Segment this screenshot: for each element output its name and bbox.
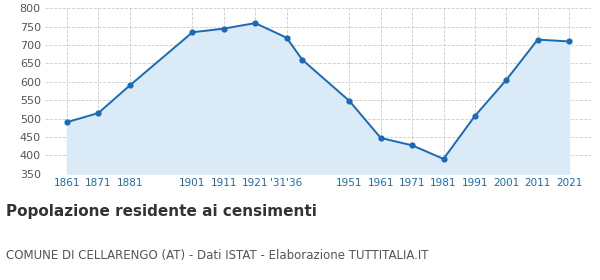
Point <box>439 157 448 161</box>
Point <box>188 30 197 34</box>
Point <box>94 111 103 115</box>
Point <box>564 39 574 44</box>
Point <box>344 99 354 103</box>
Point <box>250 21 260 25</box>
Point <box>533 37 542 42</box>
Point <box>502 78 511 82</box>
Point <box>470 114 479 118</box>
Point <box>407 143 417 148</box>
Point <box>298 58 307 62</box>
Point <box>62 120 72 124</box>
Point <box>376 136 386 140</box>
Text: Popolazione residente ai censimenti: Popolazione residente ai censimenti <box>6 204 317 220</box>
Text: COMUNE DI CELLARENGO (AT) - Dati ISTAT - Elaborazione TUTTITALIA.IT: COMUNE DI CELLARENGO (AT) - Dati ISTAT -… <box>6 249 428 262</box>
Point <box>282 36 292 40</box>
Point <box>219 26 229 31</box>
Point <box>125 83 134 88</box>
